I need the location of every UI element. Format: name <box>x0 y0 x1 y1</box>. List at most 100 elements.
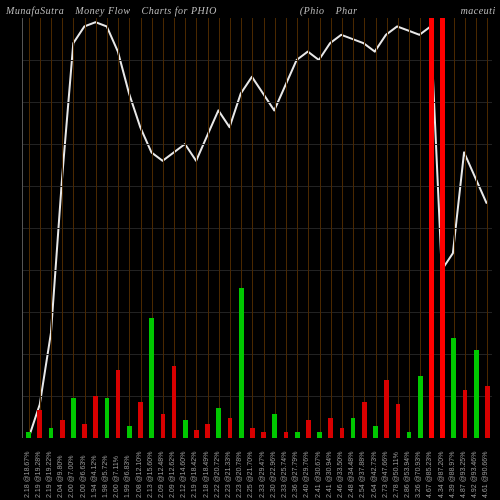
hgrid <box>23 60 492 61</box>
x-label: 4.61 @90.66% <box>482 452 489 498</box>
x-label: 2.00 @7.00% <box>68 455 75 498</box>
vgrid <box>342 18 343 438</box>
volume-bar <box>194 430 199 438</box>
x-label: 2.19 @19.28% <box>35 452 42 498</box>
title-seg3: Charts for PHIO <box>142 6 217 17</box>
vgrid <box>107 18 108 438</box>
volume-bar <box>138 402 143 438</box>
volume-bar <box>116 370 121 438</box>
vgrid <box>40 18 41 438</box>
x-label: 1.94 @4.12% <box>91 455 98 498</box>
vgrid <box>264 18 265 438</box>
vgrid <box>420 18 421 438</box>
volume-bar <box>284 432 289 438</box>
volume-bar <box>373 426 378 438</box>
x-label: 2.33 @29.47% <box>259 452 266 498</box>
x-label: 2.13 @15.60% <box>147 452 154 498</box>
vgrid <box>398 18 399 438</box>
x-label: 2.23 @21.33% <box>225 452 232 498</box>
vgrid <box>208 18 209 438</box>
chart-title: MunafaSutra Money Flow Charts for PHIO (… <box>0 6 500 17</box>
volume-bar <box>228 418 233 438</box>
chart-plot-area <box>22 18 492 438</box>
title-seg5: Phar <box>336 6 358 17</box>
volume-bar <box>37 410 42 438</box>
volume-bar <box>172 366 177 438</box>
vgrid <box>387 18 388 438</box>
vgrid <box>353 18 354 438</box>
volume-bar <box>26 432 31 438</box>
volume-bar <box>183 420 188 438</box>
x-label: 2.09 @12.48% <box>158 452 165 498</box>
vgrid <box>297 18 298 438</box>
x-label: 2.30 @22.96% <box>270 452 277 498</box>
x-label: 2.08 @12.10% <box>136 452 143 498</box>
hgrid <box>23 354 492 355</box>
vgrid <box>286 18 287 438</box>
volume-bar <box>485 386 490 438</box>
volume-bar <box>60 420 65 438</box>
vgrid <box>85 18 86 438</box>
volume-bar <box>340 428 345 438</box>
x-label: 2.48 @34.48% <box>348 452 355 498</box>
vgrid <box>409 18 410 438</box>
x-label: 2.18 @18.67% <box>24 452 31 498</box>
volume-bar <box>463 390 468 438</box>
x-label: 2.04 @9.80% <box>57 455 64 498</box>
x-label: 2.64 @42.73% <box>371 452 378 498</box>
title-seg6: maceuti <box>461 6 496 17</box>
volume-bar <box>250 428 255 438</box>
volume-bar <box>261 432 266 438</box>
volume-bar <box>474 350 479 438</box>
x-label: 2.40 @29.76% <box>303 452 310 498</box>
vgrid <box>487 18 488 438</box>
x-label: 4.67 @85.23% <box>426 452 433 498</box>
x-label: 2.23 @20.78% <box>236 452 243 498</box>
x-label: 2.41 @30.94% <box>326 452 333 498</box>
volume-bar <box>317 432 322 438</box>
x-label: 2.54 @37.88% <box>359 452 366 498</box>
x-label: 3.26 @70.93% <box>415 452 422 498</box>
volume-bar <box>451 338 456 438</box>
x-label: 2.18 @18.49% <box>203 452 210 498</box>
x-label: 2.78 @50.11% <box>393 452 400 498</box>
x-label: 1.98 @5.72% <box>102 455 109 498</box>
vgrid <box>163 18 164 438</box>
volume-bar <box>295 432 300 438</box>
vgrid <box>376 18 377 438</box>
volume-bar <box>351 418 356 438</box>
x-label: 2.73 @47.66% <box>382 452 389 498</box>
x-label: 2.46 @33.50% <box>337 452 344 498</box>
vgrid <box>252 18 253 438</box>
volume-bar <box>93 396 98 438</box>
vgrid <box>465 18 466 438</box>
vgrid <box>73 18 74 438</box>
volume-bar <box>71 398 76 438</box>
volume-bar <box>362 402 367 438</box>
volume-bar <box>429 18 434 438</box>
volume-bar <box>82 424 87 438</box>
vgrid <box>129 18 130 438</box>
vgrid <box>275 18 276 438</box>
x-label: 2.86 @53.94% <box>404 452 411 498</box>
volume-bar <box>418 376 423 438</box>
vgrid <box>320 18 321 438</box>
vgrid <box>51 18 52 438</box>
vgrid <box>196 18 197 438</box>
x-label: 2.22 @20.72% <box>214 452 221 498</box>
volume-bar <box>49 428 54 438</box>
vgrid <box>96 18 97 438</box>
x-label: 4.92 @93.46% <box>471 452 478 498</box>
vgrid <box>219 18 220 438</box>
volume-bar <box>396 404 401 438</box>
x-label: 2.19 @19.22% <box>46 452 53 498</box>
x-label: 2.00 @7.11% <box>113 456 120 498</box>
x-label: 4.87 @93.25% <box>460 452 467 498</box>
x-label: 1.99 @6.83% <box>124 455 131 498</box>
x-label: 2.25 @21.70% <box>247 452 254 498</box>
hgrid <box>23 312 492 313</box>
x-label: 4.39 @88.97% <box>449 452 456 498</box>
volume-bar <box>384 380 389 438</box>
vgrid <box>185 18 186 438</box>
volume-bar <box>127 426 132 438</box>
